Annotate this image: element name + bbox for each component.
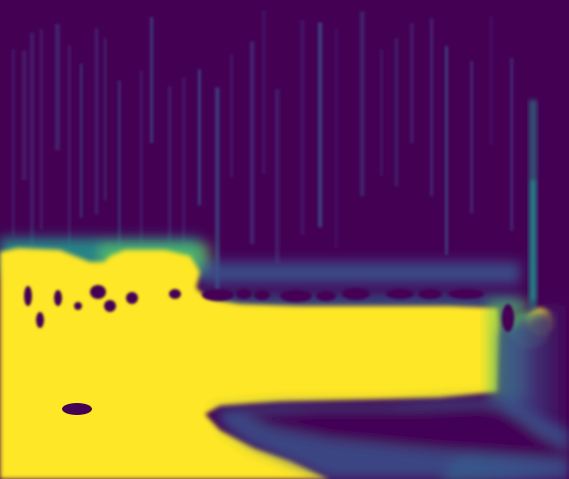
low-value-pocket xyxy=(386,289,414,299)
low-value-pocket xyxy=(169,289,181,299)
streak xyxy=(318,22,323,228)
streak xyxy=(380,49,383,176)
streak xyxy=(410,23,414,144)
streak xyxy=(182,77,186,252)
streak xyxy=(30,32,34,247)
low-value-pocket xyxy=(104,300,116,312)
lower-right-trough xyxy=(215,398,569,479)
low-value-pocket xyxy=(418,289,442,299)
low-value-pocket xyxy=(448,289,484,299)
streak xyxy=(168,86,172,246)
high-value-block xyxy=(0,248,500,479)
low-value-pocket xyxy=(316,291,336,301)
streak xyxy=(118,80,121,258)
streak xyxy=(55,24,60,151)
streak xyxy=(430,18,434,197)
streak xyxy=(22,50,27,180)
streak xyxy=(104,38,107,201)
streak xyxy=(230,54,233,178)
streak xyxy=(262,10,266,174)
streak xyxy=(335,28,338,249)
streak xyxy=(215,87,220,319)
low-value-pocket xyxy=(202,289,234,301)
low-value-pocket xyxy=(502,304,514,332)
low-value-pocket xyxy=(90,285,106,299)
streak xyxy=(12,49,15,237)
streak xyxy=(80,63,83,218)
streak xyxy=(150,17,154,143)
streak xyxy=(68,45,71,281)
streak xyxy=(360,11,365,197)
streak xyxy=(445,46,449,255)
low-value-pocket xyxy=(342,288,370,300)
streak xyxy=(198,69,201,206)
streak xyxy=(300,20,305,236)
low-value-pocket xyxy=(36,312,44,328)
streak xyxy=(490,16,493,145)
streak xyxy=(95,28,98,215)
low-value-pocket-lower xyxy=(62,403,92,415)
low-value-pocket xyxy=(236,289,252,299)
upper-band-streaks xyxy=(12,10,514,319)
low-value-pocket xyxy=(74,302,82,310)
streak xyxy=(510,58,514,231)
low-value-pocket xyxy=(280,290,312,302)
low-value-pockets xyxy=(24,285,514,332)
low-value-pocket xyxy=(254,290,270,300)
low-value-pocket xyxy=(126,292,138,304)
streak xyxy=(275,89,280,264)
streak xyxy=(250,41,255,244)
right-edge-spike xyxy=(529,100,537,310)
low-value-pocket xyxy=(54,290,62,306)
streak xyxy=(140,70,143,270)
streak xyxy=(470,61,474,214)
streak xyxy=(395,38,398,187)
low-value-pocket xyxy=(24,286,32,306)
streak xyxy=(40,28,43,230)
